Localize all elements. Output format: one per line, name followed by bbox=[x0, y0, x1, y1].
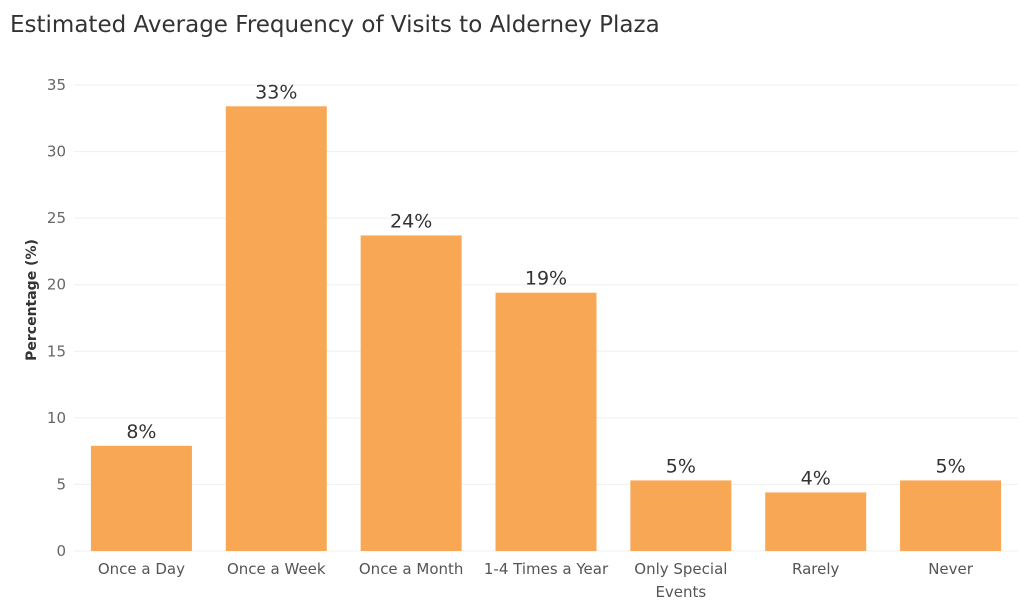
bar bbox=[630, 480, 732, 551]
x-category-label: Once a Day bbox=[98, 560, 185, 578]
bar bbox=[495, 292, 597, 551]
data-labels: 8% 33% 24% 19% 5% 4% 5% bbox=[126, 81, 965, 489]
bar bbox=[90, 445, 192, 551]
bar bbox=[360, 235, 462, 552]
y-axis-ticks: 0 5 10 15 20 25 30 35 bbox=[47, 76, 66, 560]
y-tick-label: 10 bbox=[47, 409, 66, 427]
bar bbox=[225, 106, 327, 551]
bar bbox=[765, 492, 867, 551]
y-tick-label: 15 bbox=[47, 342, 66, 360]
data-label: 5% bbox=[666, 455, 696, 477]
chart-title: Estimated Average Frequency of Visits to… bbox=[10, 12, 660, 38]
data-label: 33% bbox=[255, 81, 297, 103]
x-axis-labels: Once a Day Once a Week Once a Month 1-4 Tim… bbox=[98, 560, 974, 601]
x-category-label: Rarely bbox=[792, 560, 840, 578]
bar bbox=[900, 480, 1002, 551]
y-tick-label: 5 bbox=[56, 475, 66, 493]
x-category-label: Events bbox=[655, 583, 706, 601]
x-category-label: 1-4 Times a Year bbox=[484, 560, 609, 578]
data-label: 4% bbox=[801, 467, 831, 489]
x-category-label: Never bbox=[928, 560, 974, 578]
data-label: 19% bbox=[525, 268, 567, 290]
y-tick-label: 20 bbox=[47, 276, 66, 294]
data-label: 24% bbox=[390, 210, 432, 232]
y-tick-label: 35 bbox=[47, 76, 66, 94]
x-category-label: Once a Month bbox=[359, 560, 464, 578]
y-tick-label: 25 bbox=[47, 209, 66, 227]
data-label: 5% bbox=[935, 455, 965, 477]
y-axis-title: Percentage (%) bbox=[24, 239, 40, 361]
y-tick-label: 0 bbox=[56, 542, 66, 560]
data-label: 8% bbox=[126, 421, 156, 443]
bars bbox=[90, 106, 1002, 552]
y-tick-label: 30 bbox=[47, 143, 66, 161]
x-category-label: Only Special bbox=[634, 560, 727, 578]
x-category-label: Once a Week bbox=[227, 560, 326, 578]
